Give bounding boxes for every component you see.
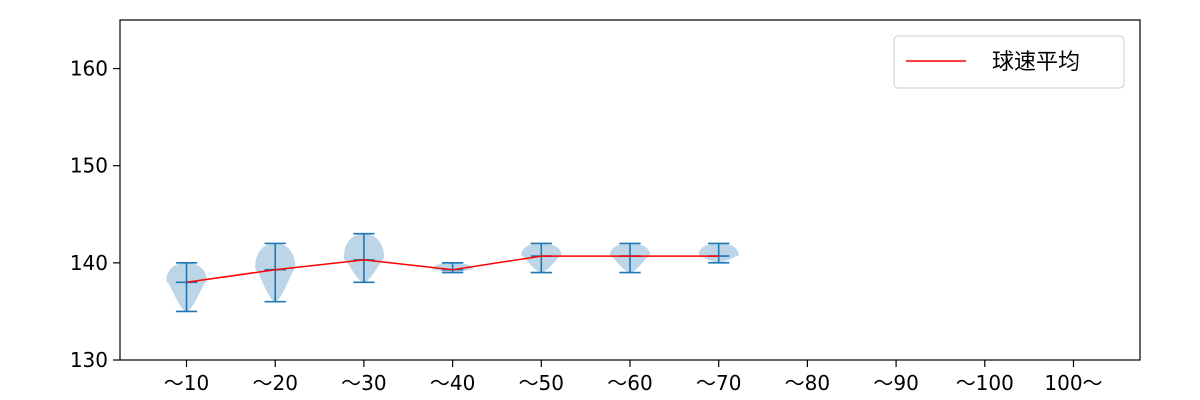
x-tick-label: ～10 (164, 371, 209, 395)
mean-speed-line (186, 255, 719, 284)
x-tick-label: ～60 (607, 371, 652, 395)
y-tick-label: 130 (70, 348, 108, 372)
x-tick-label: ～50 (519, 371, 564, 395)
plot-area (166, 232, 739, 313)
legend: 球速平均 (893, 35, 1125, 89)
y-tick-label: 160 (70, 57, 108, 81)
y-tick-label: 140 (70, 251, 108, 275)
x-tick-label: ～100 (956, 371, 1014, 395)
y-tick-label: 150 (70, 154, 108, 178)
legend-label: 球速平均 (992, 50, 1080, 75)
legend-box (893, 35, 1125, 89)
x-tick-label: ～80 (785, 371, 830, 395)
axes: 130 140 150 160 ～10 ～20 ～30 ～40 ～50 ～60 ～70 ～80 ～90 ～… (70, 57, 1103, 395)
x-tick-label: ～70 (696, 371, 741, 395)
x-tick-label: ～20 (252, 371, 297, 395)
x-tick-label: ～40 (430, 371, 475, 395)
x-tick-label: ～30 (341, 371, 386, 395)
x-tick-label: 100～ (1044, 371, 1102, 395)
x-tick-label: ～90 (873, 371, 918, 395)
